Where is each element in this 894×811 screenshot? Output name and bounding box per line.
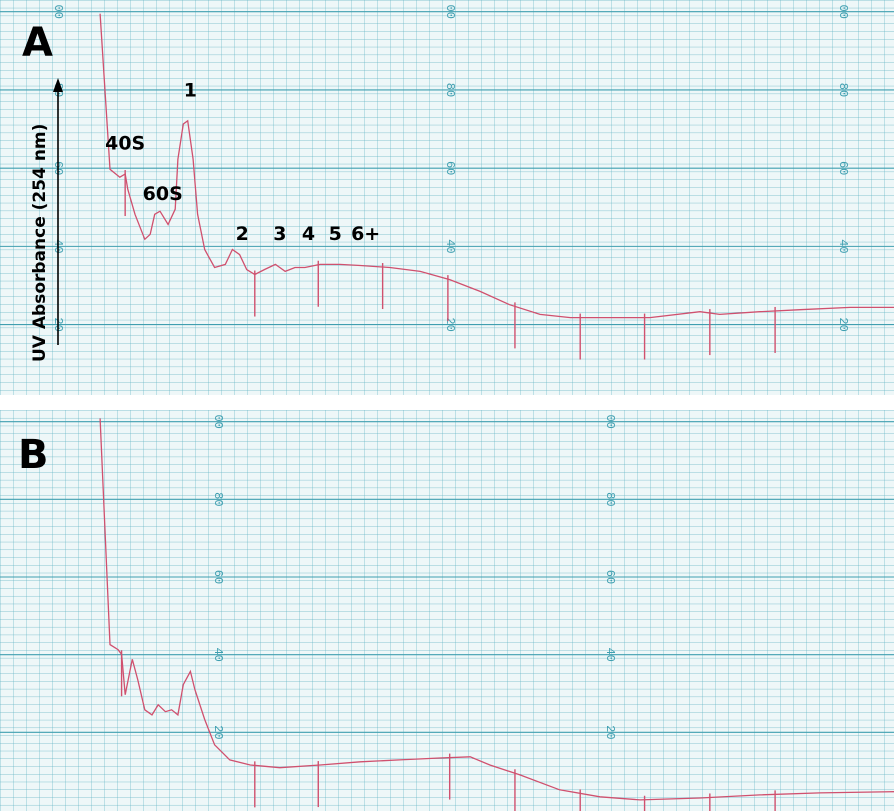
y-tick-label: 00: [51, 5, 65, 19]
y-tick-label: 80: [443, 83, 457, 97]
annotation: 2: [236, 223, 249, 245]
y-tick-label: 20: [836, 317, 850, 331]
y-tick-label: 40: [211, 647, 225, 661]
y-tick-label: 40: [836, 239, 850, 253]
y-tick-label: 20: [443, 317, 457, 331]
y-tick-label: 60: [836, 161, 850, 175]
y-tick-label: 40: [443, 239, 457, 253]
annotation: 40S: [105, 132, 145, 154]
annotation: 1: [184, 80, 197, 102]
y-tick-label: 00: [603, 414, 617, 428]
paper-grid-b: [0, 410, 894, 811]
y-tick-label: 80: [603, 492, 617, 506]
y-tick-label: 80: [836, 83, 850, 97]
panel-letter: B: [18, 432, 49, 478]
paper-grid-a: [0, 0, 894, 395]
y-tick-label: 20: [603, 725, 617, 739]
y-tick-label: 20: [211, 725, 225, 739]
annotation: 4: [302, 223, 315, 245]
y-tick-label: 40: [603, 647, 617, 661]
y-axis-label: UV Absorbance (254 nm): [30, 124, 50, 362]
annotation: 60S: [143, 183, 183, 205]
figure: 000000808080606060404040202020140S60S234…: [0, 0, 894, 811]
annotation: 3: [273, 223, 286, 245]
y-tick-label: 00: [836, 5, 850, 19]
annotation: 6+: [351, 223, 380, 245]
y-tick-label: 80: [211, 492, 225, 506]
panel-letter: A: [22, 20, 53, 66]
y-tick-label: 60: [603, 570, 617, 584]
annotation: 5: [329, 223, 342, 245]
y-tick-label: 60: [443, 161, 457, 175]
y-tick-label: 00: [211, 414, 225, 428]
y-tick-label: 00: [443, 5, 457, 19]
y-tick-label: 60: [211, 570, 225, 584]
